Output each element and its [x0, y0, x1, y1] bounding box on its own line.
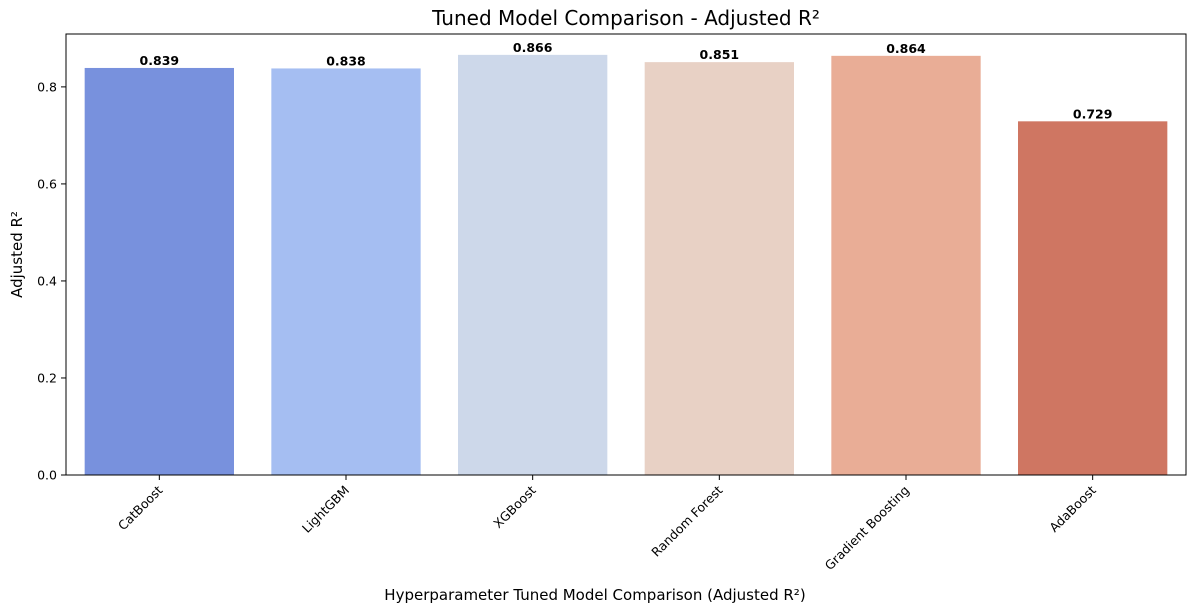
y-tick-label: 0.8 [37, 79, 57, 94]
value-label: 0.851 [700, 47, 740, 62]
bars-group [84, 54, 1168, 476]
y-tick-label: 0.0 [37, 468, 57, 483]
y-tick-label: 0.2 [37, 370, 57, 385]
plot-frame [65, 33, 1187, 476]
x-tick-label: LightGBM [299, 483, 352, 536]
x-tick-label: XGBoost [490, 482, 539, 531]
bar [831, 55, 981, 475]
x-tick-label: AdaBoost [1046, 482, 1099, 535]
x-tick-label: CatBoost [115, 482, 166, 533]
x-axis-label: Hyperparameter Tuned Model Comparison (A… [384, 586, 805, 604]
value-label: 0.838 [326, 53, 366, 68]
y-axis-label: Adjusted R² [8, 211, 26, 298]
bar [644, 62, 794, 476]
y-tick-label: 0.4 [37, 273, 57, 288]
bar [458, 54, 608, 475]
x-axis: CatBoost LightGBM XGBoost Random Forest Grad… [115, 475, 1099, 573]
y-tick-label: 0.6 [37, 176, 57, 191]
chart-title: Tuned Model Comparison - Adjusted R² [431, 6, 820, 30]
value-label: 0.729 [1073, 106, 1113, 121]
bar [84, 67, 235, 476]
y-axis: 0.0 0.2 0.4 0.6 0.8 [37, 79, 66, 483]
x-tick-label: Gradient Boosting [822, 483, 913, 574]
value-label: 0.864 [886, 41, 926, 56]
bar [271, 68, 421, 475]
value-label: 0.839 [140, 53, 180, 68]
x-tick-label: Random Forest [648, 482, 725, 559]
value-labels-group: 0.839 0.838 0.866 0.851 0.864 0.729 [140, 40, 1113, 121]
bar [1018, 121, 1168, 476]
value-label: 0.866 [513, 40, 553, 55]
